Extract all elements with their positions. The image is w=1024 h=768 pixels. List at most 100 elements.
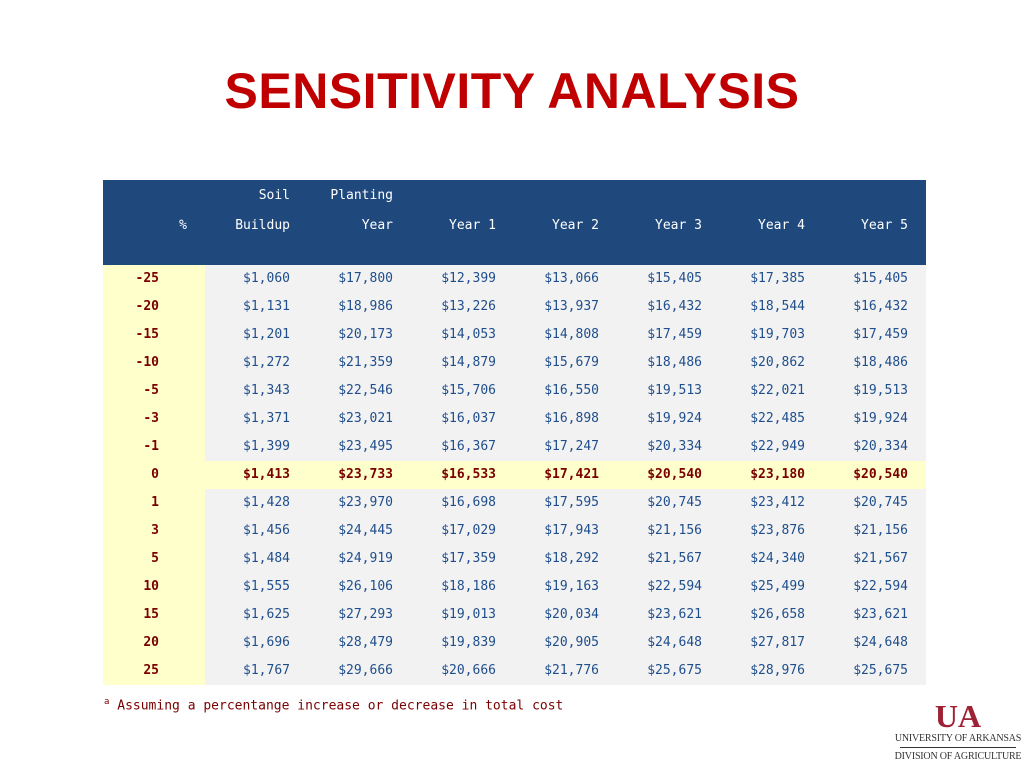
- table-body: -25 $1,060 $17,800 $12,399 $13,066 $15,405 $17…: [103, 265, 926, 685]
- value-cell: $22,021: [720, 377, 823, 405]
- value-cell: $1,343: [205, 377, 308, 405]
- value-cell: $19,703: [720, 321, 823, 349]
- value-cell: $25,675: [823, 657, 926, 685]
- header-2-col-5: Year 3: [617, 211, 720, 265]
- header-1-col-4: [514, 180, 617, 211]
- percent-cell: -1: [103, 433, 205, 461]
- value-cell: $17,385: [720, 265, 823, 293]
- value-cell: $20,666: [411, 657, 514, 685]
- percent-cell: -25: [103, 265, 205, 293]
- value-cell: $14,808: [514, 321, 617, 349]
- value-cell: $27,293: [308, 601, 411, 629]
- value-cell: $1,399: [205, 433, 308, 461]
- value-cell: $15,405: [823, 265, 926, 293]
- value-cell: $24,340: [720, 545, 823, 573]
- value-cell: $23,021: [308, 405, 411, 433]
- page-title: SENSITIVITY ANALYSIS: [224, 63, 800, 119]
- value-cell: $23,412: [720, 489, 823, 517]
- percent-cell: 5: [103, 545, 205, 573]
- value-cell: $1,625: [205, 601, 308, 629]
- table-row: -25 $1,060 $17,800 $12,399 $13,066 $15,405 $17…: [103, 265, 926, 293]
- value-cell: $14,879: [411, 349, 514, 377]
- value-cell: $19,839: [411, 629, 514, 657]
- value-cell: $17,247: [514, 433, 617, 461]
- value-cell: $17,595: [514, 489, 617, 517]
- value-cell: $19,924: [823, 405, 926, 433]
- value-cell: $1,428: [205, 489, 308, 517]
- value-cell: $13,937: [514, 293, 617, 321]
- header-1-col-3: [411, 180, 514, 211]
- value-cell: $24,648: [617, 629, 720, 657]
- footnote: a Assuming a percentange increase or dec…: [104, 697, 563, 713]
- value-cell: $1,272: [205, 349, 308, 377]
- percent-cell: -3: [103, 405, 205, 433]
- value-cell: $28,976: [720, 657, 823, 685]
- value-cell: $20,540: [617, 461, 720, 489]
- value-cell: $16,898: [514, 405, 617, 433]
- value-cell: $23,733: [308, 461, 411, 489]
- value-cell: $1,371: [205, 405, 308, 433]
- value-cell: $22,594: [617, 573, 720, 601]
- value-cell: $28,479: [308, 629, 411, 657]
- table-row: 15 $1,625 $27,293 $19,013 $20,034 $23,621 $26,…: [103, 601, 926, 629]
- value-cell: $24,445: [308, 517, 411, 545]
- value-cell: $19,013: [411, 601, 514, 629]
- header-1-col-1: Soil: [205, 180, 308, 211]
- header-1-col-7: [823, 180, 926, 211]
- table-row: -15 $1,201 $20,173 $14,053 $14,808 $17,459 $19…: [103, 321, 926, 349]
- value-cell: $22,546: [308, 377, 411, 405]
- value-cell: $16,037: [411, 405, 514, 433]
- header-1-col-5: [617, 180, 720, 211]
- value-cell: $17,459: [617, 321, 720, 349]
- percent-cell: 0: [103, 461, 205, 489]
- header-2-col-3: Year 1: [411, 211, 514, 265]
- value-cell: $29,666: [308, 657, 411, 685]
- value-cell: $25,499: [720, 573, 823, 601]
- header-2-col-4: Year 2: [514, 211, 617, 265]
- value-cell: $22,949: [720, 433, 823, 461]
- value-cell: $16,432: [823, 293, 926, 321]
- sensitivity-table: Soil Planting % Buildup Year Year 1 Year 2 Yea…: [103, 180, 926, 685]
- value-cell: $19,924: [617, 405, 720, 433]
- value-cell: $21,156: [823, 517, 926, 545]
- value-cell: $1,555: [205, 573, 308, 601]
- value-cell: $20,540: [823, 461, 926, 489]
- value-cell: $16,432: [617, 293, 720, 321]
- value-cell: $18,486: [617, 349, 720, 377]
- value-cell: $20,334: [823, 433, 926, 461]
- value-cell: $13,226: [411, 293, 514, 321]
- value-cell: $18,186: [411, 573, 514, 601]
- logo-line-1: UNIVERSITY OF ARKANSAS: [894, 733, 1022, 744]
- table-row: 5 $1,484 $24,919 $17,359 $18,292 $21,567 $24,3…: [103, 545, 926, 573]
- percent-cell: 3: [103, 517, 205, 545]
- value-cell: $22,485: [720, 405, 823, 433]
- value-cell: $26,658: [720, 601, 823, 629]
- logo-divider: [900, 747, 1016, 748]
- value-cell: $24,648: [823, 629, 926, 657]
- table-row: 3 $1,456 $24,445 $17,029 $17,943 $21,156 $23,8…: [103, 517, 926, 545]
- value-cell: $1,201: [205, 321, 308, 349]
- header-2-col-7: Year 5: [823, 211, 926, 265]
- value-cell: $19,513: [617, 377, 720, 405]
- percent-cell: -20: [103, 293, 205, 321]
- percent-cell: 1: [103, 489, 205, 517]
- table-row: -10 $1,272 $21,359 $14,879 $15,679 $18,486 $20…: [103, 349, 926, 377]
- header-1-col-0: [103, 180, 205, 211]
- value-cell: $17,800: [308, 265, 411, 293]
- value-cell: $19,513: [823, 377, 926, 405]
- percent-cell: -10: [103, 349, 205, 377]
- value-cell: $21,567: [617, 545, 720, 573]
- value-cell: $21,776: [514, 657, 617, 685]
- table-row: -5 $1,343 $22,546 $15,706 $16,550 $19,513 $22,…: [103, 377, 926, 405]
- footnote-marker: a: [104, 697, 110, 707]
- value-cell: $18,544: [720, 293, 823, 321]
- value-cell: $20,034: [514, 601, 617, 629]
- table-row: 1 $1,428 $23,970 $16,698 $17,595 $20,745 $23,4…: [103, 489, 926, 517]
- value-cell: $23,495: [308, 433, 411, 461]
- value-cell: $1,767: [205, 657, 308, 685]
- value-cell: $16,367: [411, 433, 514, 461]
- value-cell: $21,567: [823, 545, 926, 573]
- value-cell: $1,484: [205, 545, 308, 573]
- value-cell: $17,029: [411, 517, 514, 545]
- value-cell: $20,862: [720, 349, 823, 377]
